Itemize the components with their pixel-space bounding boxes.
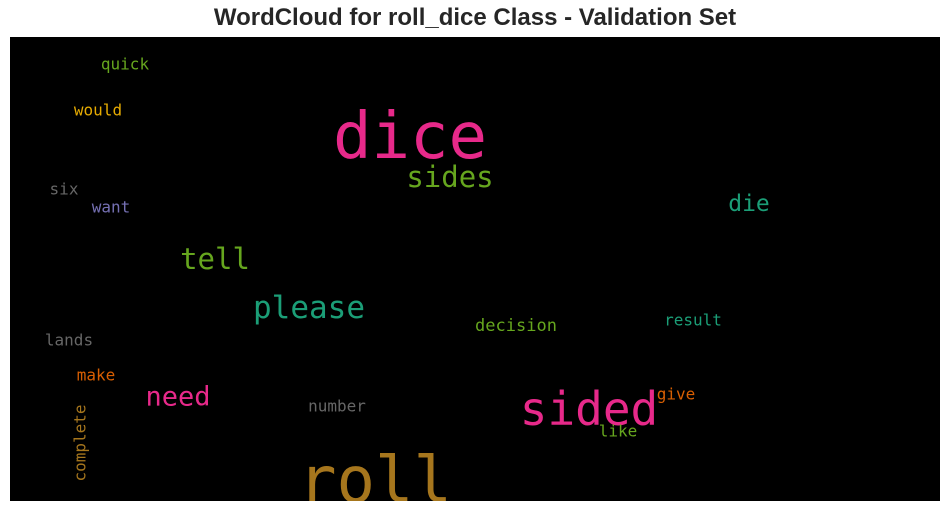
word-like: like xyxy=(599,422,638,441)
word-lands: lands xyxy=(45,331,93,350)
word-result: result xyxy=(664,311,722,330)
word-die: die xyxy=(728,191,770,217)
word-roll: roll xyxy=(298,444,452,501)
word-please: please xyxy=(253,290,365,326)
word-sided: sided xyxy=(520,382,658,436)
word-number: number xyxy=(308,397,366,416)
word-dice: dice xyxy=(333,100,487,174)
word-complete: complete xyxy=(71,404,90,481)
word-tell: tell xyxy=(180,242,250,276)
word-quick: quick xyxy=(101,55,150,74)
chart-title: WordCloud for roll_dice Class - Validati… xyxy=(213,4,737,31)
word-six: six xyxy=(50,180,79,199)
word-make: make xyxy=(77,366,116,385)
word-give: give xyxy=(657,385,696,404)
word-would: would xyxy=(74,101,122,120)
word-sides: sides xyxy=(406,160,493,194)
word-want: want xyxy=(92,198,131,217)
word-decision: decision xyxy=(475,316,557,336)
word-need: need xyxy=(145,382,210,413)
wordcloud-canvas: dice roll sided please tell sides need die decis… xyxy=(10,37,940,501)
